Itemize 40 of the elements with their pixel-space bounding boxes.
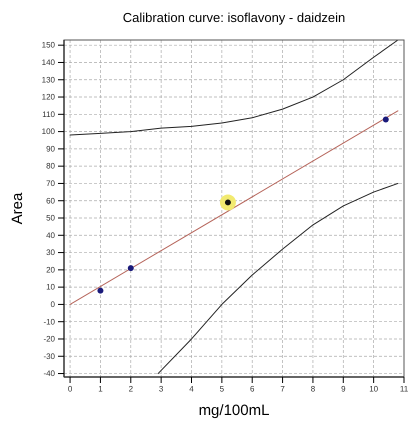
y-tick-label: 100: [42, 127, 56, 136]
x-tick-label: 7: [280, 384, 286, 394]
y-tick-label: 80: [46, 162, 56, 171]
y-tick-label: 140: [42, 58, 56, 68]
x-tick-label: 0: [68, 384, 73, 394]
line-series: [70, 40, 398, 136]
x-tick-label: 3: [158, 384, 164, 394]
y-tick-label: 90: [46, 144, 56, 154]
y-tick-label: -30: [43, 352, 56, 361]
chart-title: Calibration curve: isoflavony - daidzein: [122, 10, 346, 25]
x-tick-label: 11: [400, 384, 409, 394]
y-tick-label: 50: [46, 214, 56, 223]
point: [128, 265, 134, 272]
x-tick-label: 1: [98, 384, 104, 394]
line-series: [158, 182, 398, 374]
y-tick-label: -40: [43, 369, 56, 378]
x-tick-label: 2: [128, 384, 134, 394]
point: [97, 288, 104, 294]
y-tick-label: 120: [42, 92, 56, 102]
x-tick-label: 5: [220, 384, 225, 394]
y-axis-title: Area: [9, 192, 26, 224]
x-tick-label: 4: [189, 384, 194, 394]
y-tick-label: 0: [50, 300, 56, 309]
y-tick-label: 110: [42, 110, 56, 119]
x-tick-label: 9: [341, 384, 346, 394]
y-tick-label: 150: [42, 40, 56, 50]
y-tick-label: 70: [46, 179, 56, 188]
y-tick-label: 10: [46, 282, 56, 292]
y-tick-label: -20: [43, 334, 56, 344]
y-tick-label: 130: [42, 75, 56, 84]
y-tick-label: 40: [46, 230, 56, 240]
y-tick-label: 60: [46, 196, 56, 206]
y-tick-label: 20: [46, 265, 56, 274]
x-tick-label: 10: [369, 384, 379, 394]
x-axis-title: mg/100mL: [198, 402, 270, 419]
y-tick-label: 30: [46, 248, 56, 258]
y-tick-label: -10: [43, 317, 56, 326]
x-tick-label: 8: [310, 384, 316, 394]
x-tick-label: 6: [250, 384, 255, 394]
point: [382, 116, 389, 122]
